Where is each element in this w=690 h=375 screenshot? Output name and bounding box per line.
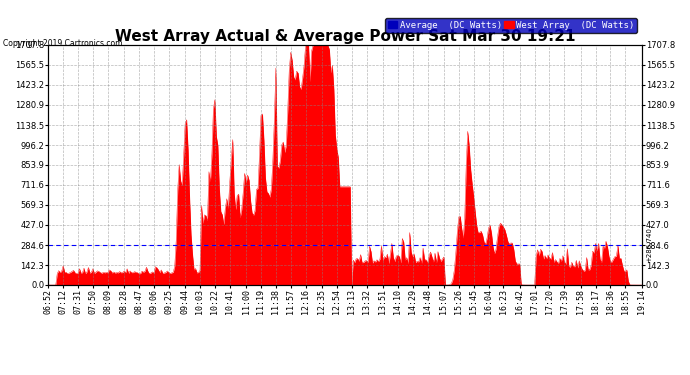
Text: +286.740: +286.740 xyxy=(646,227,652,262)
Legend: Average  (DC Watts), West Array  (DC Watts): Average (DC Watts), West Array (DC Watts… xyxy=(385,18,637,33)
Text: Copyright 2019 Cartronics.com: Copyright 2019 Cartronics.com xyxy=(3,39,123,48)
Title: West Array Actual & Average Power Sat Mar 30 19:21: West Array Actual & Average Power Sat Ma… xyxy=(115,29,575,44)
Text: +286.740: +286.740 xyxy=(0,227,1,262)
